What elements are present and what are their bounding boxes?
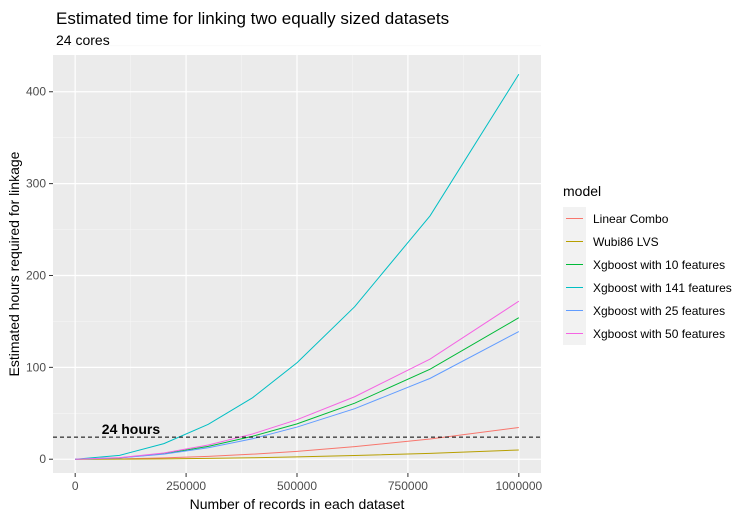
x-axis-ticks: 0 250000 500000 750000 1000000 xyxy=(72,473,543,493)
series-line xyxy=(75,331,520,460)
legend-title: model xyxy=(563,183,601,199)
legend-label: Xgboost with 141 features xyxy=(593,281,732,295)
y-tick-label: 100 xyxy=(26,360,46,374)
chart-title: Estimated time for linking two equally s… xyxy=(56,9,449,28)
x-axis-title: Number of records in each dataset xyxy=(190,496,405,512)
legend-label: Xgboost with 10 features xyxy=(593,258,725,272)
legend-label: Linear Combo xyxy=(593,212,669,226)
chart-subtitle: 24 cores xyxy=(56,32,110,48)
y-tick-label: 300 xyxy=(26,177,46,191)
series-layer xyxy=(75,74,520,460)
legend-label: Xgboost with 25 features xyxy=(593,304,725,318)
series-line xyxy=(75,74,520,460)
y-tick-label: 200 xyxy=(26,268,46,282)
x-tick-label: 250000 xyxy=(166,479,206,493)
x-tick-label: 750000 xyxy=(388,479,428,493)
grid-major xyxy=(53,55,541,473)
y-axis-title: Estimated hours required for linkage xyxy=(6,151,22,376)
series-line xyxy=(75,300,520,460)
legend-label: Wubi86 LVS xyxy=(593,235,659,249)
series-line xyxy=(75,449,519,460)
y-tick-label: 400 xyxy=(26,85,46,99)
y-axis-ticks: 0 100 200 300 400 xyxy=(26,85,53,466)
legend: model Linear Combo Wubi86 LVS Xgboost with… xyxy=(563,183,732,345)
x-tick-label: 500000 xyxy=(277,479,317,493)
x-tick-label: 0 xyxy=(72,479,79,493)
reference-line-label: 24 hours xyxy=(102,421,161,437)
legend-label: Xgboost with 50 features xyxy=(593,327,725,341)
y-tick-label: 0 xyxy=(39,452,46,466)
x-tick-label: 1000000 xyxy=(495,479,542,493)
